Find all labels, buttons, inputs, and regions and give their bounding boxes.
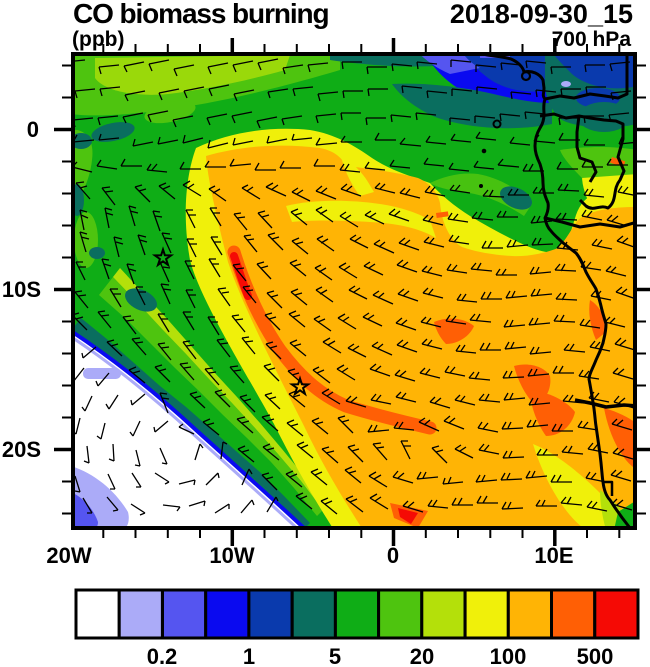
svg-text:700 hPa: 700 hPa <box>552 28 632 51</box>
svg-text:100: 100 <box>490 644 527 667</box>
svg-text:20: 20 <box>410 644 434 667</box>
svg-text:20W: 20W <box>46 543 91 568</box>
svg-text:CO biomass burning: CO biomass burning <box>73 0 329 29</box>
svg-text:20S: 20S <box>2 437 41 462</box>
svg-text:0.2: 0.2 <box>147 644 178 667</box>
svg-text:2018-09-30_15: 2018-09-30_15 <box>450 0 633 29</box>
svg-text:(ppb): (ppb) <box>72 28 124 51</box>
svg-text:1: 1 <box>243 644 255 667</box>
svg-text:500: 500 <box>577 644 614 667</box>
svg-text:10S: 10S <box>2 277 41 302</box>
svg-text:10E: 10E <box>534 543 573 568</box>
svg-text:0: 0 <box>27 117 39 142</box>
svg-text:0: 0 <box>387 543 399 568</box>
svg-text:10W: 10W <box>209 543 254 568</box>
svg-text:5: 5 <box>329 644 341 667</box>
